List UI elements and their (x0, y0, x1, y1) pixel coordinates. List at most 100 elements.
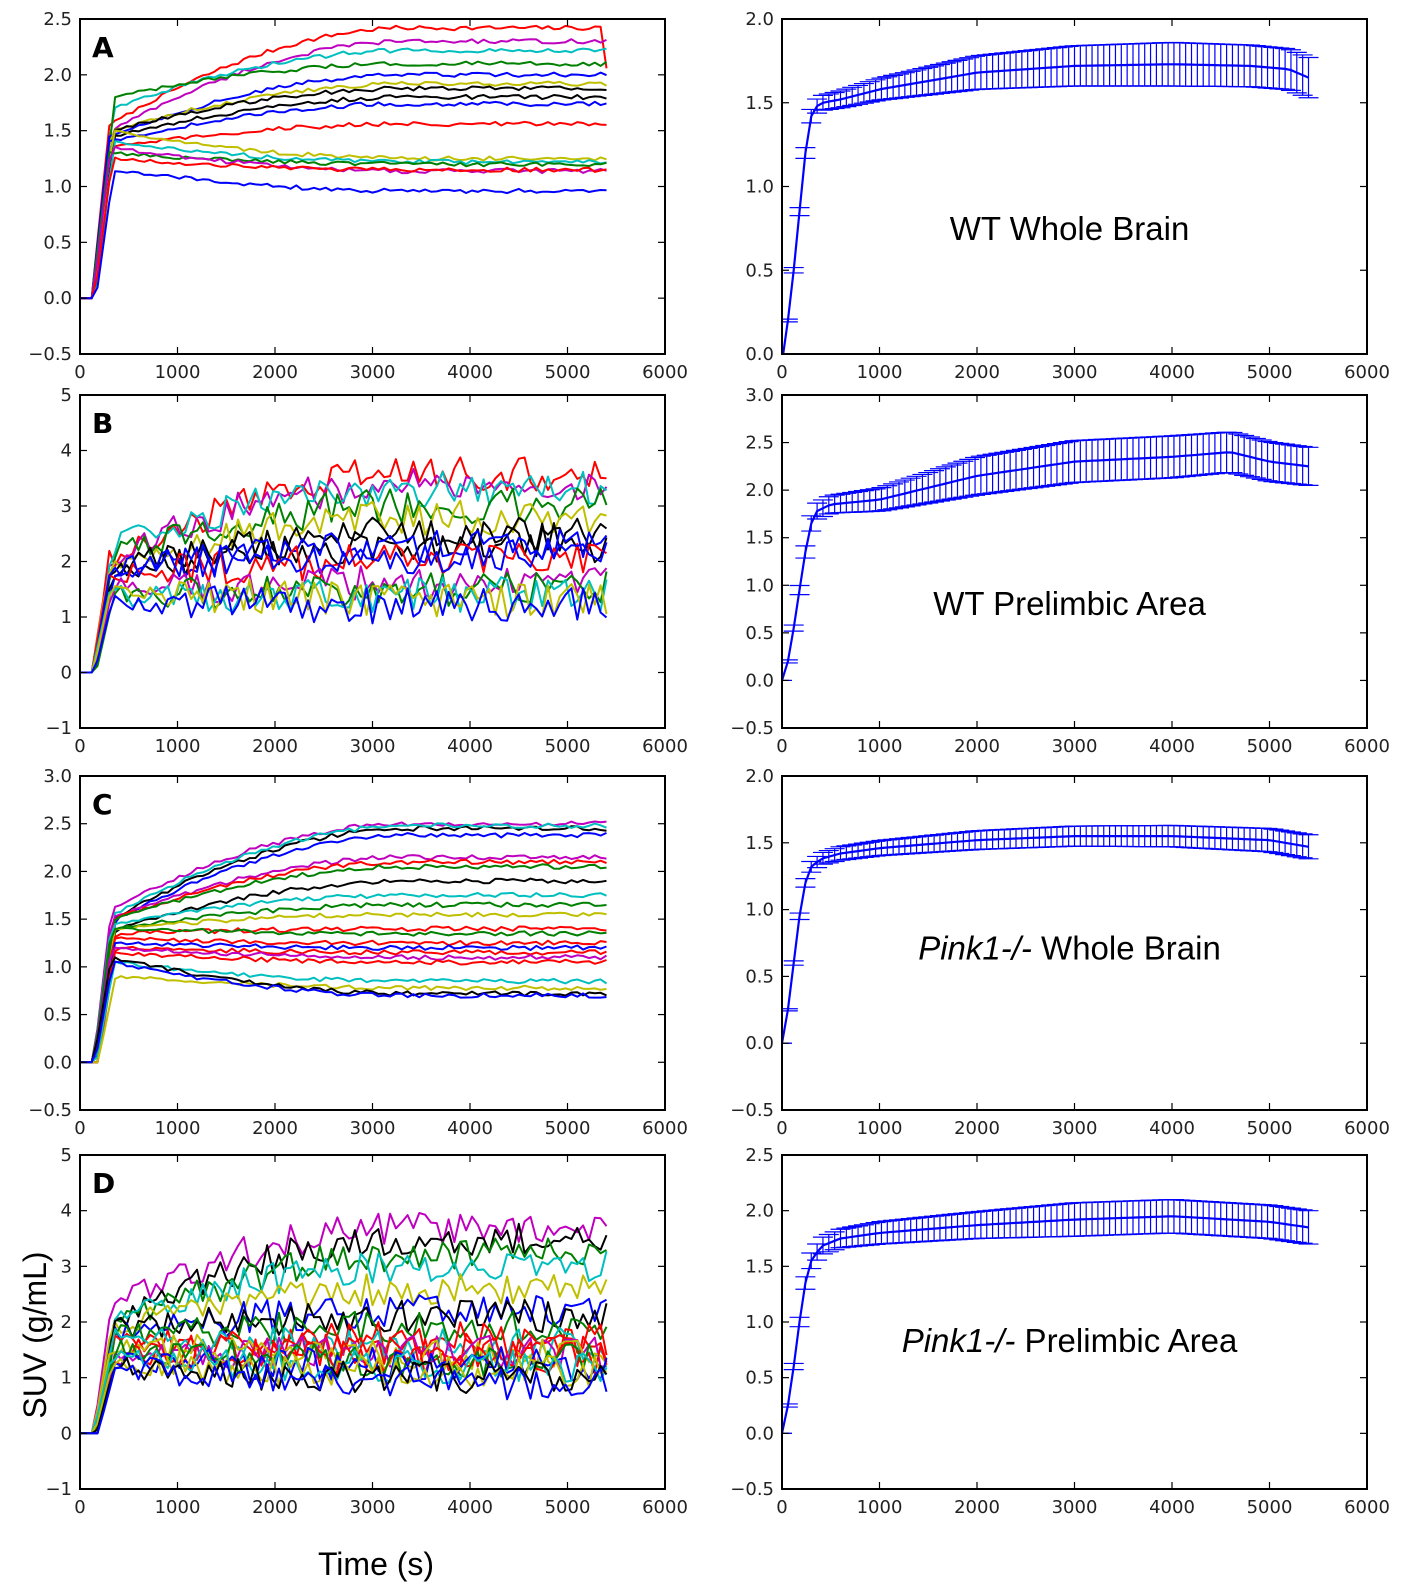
x-tick-label: 1000 (155, 736, 201, 757)
y-tick-label: 4 (61, 1201, 72, 1222)
mean-line (782, 835, 1309, 1044)
series-line-20 (80, 975, 607, 1064)
x-tick-label: 5000 (1247, 1118, 1293, 1139)
y-tick-label: 4 (61, 441, 72, 462)
series-line-7 (80, 526, 608, 674)
x-tick-label: 1000 (857, 1118, 903, 1139)
y-tick-label: 2 (61, 552, 72, 573)
series-line-6 (80, 516, 608, 674)
series-line-10 (80, 120, 607, 300)
series-line-15 (80, 585, 608, 674)
y-tick-label: −1 (45, 718, 72, 739)
y-tick-label: 1.0 (43, 957, 72, 978)
y-tick-label: 0.0 (745, 1423, 774, 1444)
panel-caption-italic: Pink1-/- (902, 1322, 1016, 1359)
x-tick-label: 2000 (954, 362, 1000, 383)
y-tick-label: 2.5 (745, 1145, 774, 1166)
x-tick-label: 2000 (954, 736, 1000, 757)
series-line-19 (80, 1357, 608, 1435)
series-line-11 (80, 129, 607, 300)
chart-panel-C: 0 1000 2000 3000 4000 5000 6000 −0.5 0.0 0.5 1.0 1.… (28, 766, 688, 1139)
x-tick-label: 3000 (350, 1118, 396, 1139)
y-tick-label: 0.0 (745, 1033, 774, 1054)
y-tick-label: 1 (61, 1368, 72, 1389)
x-tick-label: 4000 (1149, 1497, 1195, 1518)
panel-caption: Pink1-/- Prelimbic Area (902, 1322, 1238, 1359)
x-tick-label: 1000 (857, 736, 903, 757)
series-line-13 (80, 151, 607, 300)
series-line-2 (80, 825, 607, 1064)
series-line-8 (80, 94, 607, 300)
x-tick-label: 6000 (642, 1497, 688, 1518)
x-tick-label: 3000 (1052, 736, 1098, 757)
y-tick-label: 1.5 (745, 833, 774, 854)
series-line-7 (80, 85, 607, 300)
y-tick-label: 0.0 (745, 344, 774, 365)
data-layer (80, 820, 608, 1064)
x-tick-label: 0 (776, 362, 787, 383)
series-line-19 (80, 960, 608, 1064)
series-line-15 (80, 941, 607, 1064)
y-tick-label: 2.0 (745, 1201, 774, 1222)
y-tick-label: −0.5 (730, 718, 774, 739)
y-tick-label: 1.0 (745, 575, 774, 596)
series-line-20 (80, 1356, 608, 1435)
x-tick-label: 5000 (1247, 362, 1293, 383)
series-line-17 (80, 946, 608, 1064)
y-tick-label: 3.0 (745, 385, 774, 406)
x-tick-label: 1000 (155, 362, 201, 383)
series-line-10 (80, 901, 607, 1064)
x-tick-label: 6000 (1344, 362, 1390, 383)
x-tick-label: 4000 (447, 736, 493, 757)
y-tick-label: 0 (61, 1423, 72, 1444)
series-line-5 (80, 1273, 608, 1435)
series-line-6 (80, 80, 607, 300)
chart-panel-D-mean: 0 1000 2000 3000 4000 5000 6000 −0.5 0.0 0.5 1.0 1.… (730, 1145, 1390, 1518)
x-tick-label: 5000 (1247, 1497, 1293, 1518)
plot-area (80, 19, 665, 354)
series-line-15 (80, 156, 607, 300)
y-tick-label: 1.5 (745, 93, 774, 114)
y-tick-label: 2.5 (43, 9, 72, 30)
y-tick-label: 0.0 (745, 670, 774, 691)
x-tick-label: 6000 (1344, 736, 1390, 757)
data-layer (80, 1212, 608, 1435)
panel-label: C (92, 788, 113, 821)
x-tick-label: 4000 (1149, 1118, 1195, 1139)
x-tick-label: 2000 (252, 1497, 298, 1518)
series-line-1 (80, 1212, 608, 1435)
x-tick-label: 0 (74, 736, 85, 757)
y-tick-label: 0.5 (43, 232, 72, 253)
y-tick-label: 1.0 (43, 177, 72, 198)
data-layer (782, 1199, 1319, 1434)
series-line-7 (80, 863, 607, 1064)
x-tick-label: 2000 (252, 736, 298, 757)
y-tick-label: 2.0 (745, 9, 774, 30)
x-tick-label: 3000 (1052, 362, 1098, 383)
series-line-3 (80, 47, 607, 300)
series-line-22 (80, 960, 607, 1064)
x-tick-label: 5000 (545, 1118, 591, 1139)
x-tick-label: 0 (74, 1118, 85, 1139)
x-tick-label: 5000 (1247, 736, 1293, 757)
y-tick-label: 1.0 (745, 177, 774, 198)
x-tick-label: 6000 (1344, 1497, 1390, 1518)
panel-caption: WT Prelimbic Area (933, 585, 1206, 622)
y-tick-label: 1.5 (745, 1256, 774, 1277)
y-tick-label: 2.0 (745, 480, 774, 501)
series-line-7 (80, 1298, 608, 1435)
series-line-2 (80, 468, 608, 674)
x-tick-label: 3000 (1052, 1497, 1098, 1518)
data-layer (80, 24, 608, 300)
x-tick-label: 0 (74, 1497, 85, 1518)
series-line-9 (80, 891, 607, 1064)
x-tick-label: 3000 (350, 736, 396, 757)
y-tick-label: 5 (61, 1145, 72, 1166)
y-axis-title: SUV (g/mL) (17, 1251, 53, 1418)
series-line-21 (80, 956, 607, 1064)
x-tick-label: 6000 (642, 362, 688, 383)
series-line-9 (80, 100, 607, 300)
y-tick-label: 0.0 (43, 1052, 72, 1073)
y-tick-label: 5 (61, 385, 72, 406)
y-tick-label: 1 (61, 607, 72, 628)
